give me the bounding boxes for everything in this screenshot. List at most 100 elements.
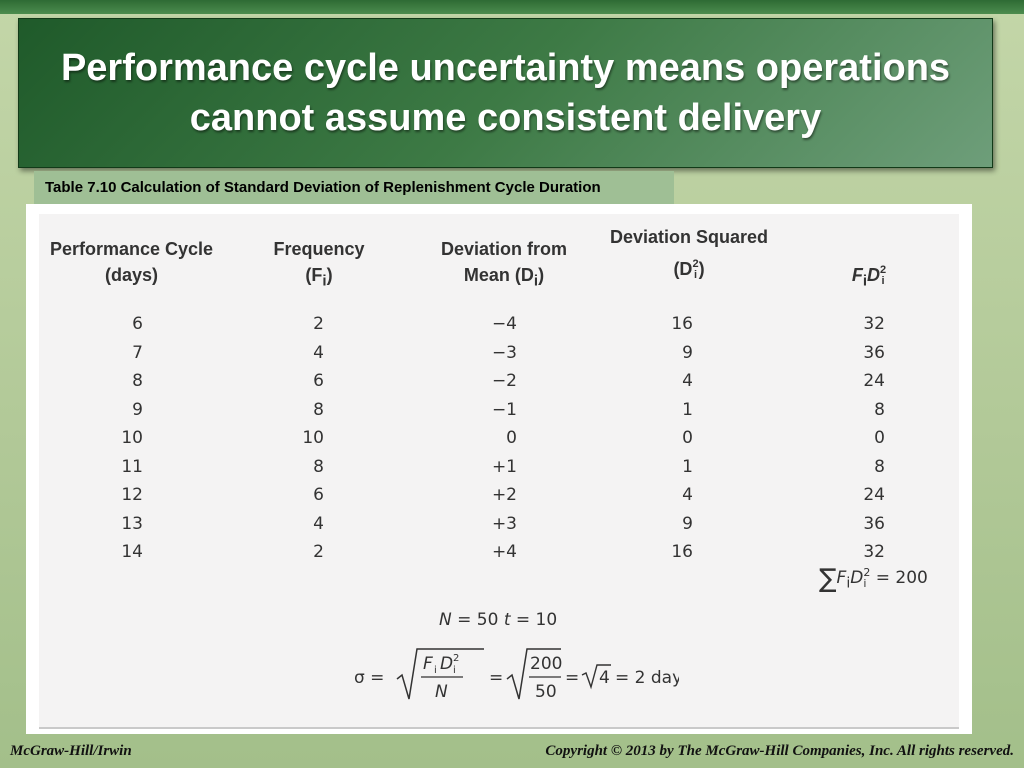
cell-fd2: 8 xyxy=(874,456,885,477)
t-symbol: t xyxy=(503,610,511,630)
sum-d: D xyxy=(850,568,864,588)
footer-publisher: McGraw-Hill/Irwin xyxy=(10,743,132,759)
header-col4-sup: 2 xyxy=(692,258,699,271)
table-card: Performance Cycle (days) Frequency (Fi) … xyxy=(26,204,972,734)
header-col5-f: F xyxy=(851,265,863,285)
cell-frequency: 6 xyxy=(313,485,324,505)
header-col3-sub: i xyxy=(533,272,539,290)
header-col1-line1: Performance Cycle xyxy=(49,239,214,259)
footer-copyright: Copyright © 2013 by The McGraw-Hill Comp… xyxy=(545,743,1014,759)
table-caption: Table 7.10 Calculation of Standard Devia… xyxy=(34,171,674,204)
table-body: 6 2 −4 16 32 7 4 −3 9 36 8 6 −2 4 24 9 xyxy=(39,310,959,567)
header-col3-text: Mean (D xyxy=(463,265,534,285)
header-col3-close: ) xyxy=(538,265,545,285)
std-dev-formula: σ = F i D 2 i N = 200 50 = 4 xyxy=(354,648,679,702)
formula-root-val: 4 xyxy=(599,668,610,688)
cell-deviation: 0 xyxy=(506,428,517,448)
cell-fd2: 24 xyxy=(863,371,885,391)
header-col5-d: D xyxy=(867,265,881,285)
t-value: = 10 xyxy=(515,610,558,630)
cell-frequency: 4 xyxy=(313,342,324,363)
sum-dsub: i xyxy=(863,577,867,590)
formula-num2: 200 xyxy=(530,654,562,674)
table-row: 9 8 −1 1 8 xyxy=(39,396,959,425)
cell-cycle: 10 xyxy=(121,428,143,448)
cell-frequency: 4 xyxy=(313,513,324,534)
cell-fd2: 32 xyxy=(863,314,885,334)
cell-deviation: −4 xyxy=(491,314,517,334)
radical-sign-2 xyxy=(506,648,561,700)
formula-result: = 2 days xyxy=(615,668,679,688)
sum-f: F xyxy=(836,568,847,588)
radical-sign-3 xyxy=(581,664,611,690)
header-col2-line1: Frequency xyxy=(273,239,365,259)
header-col4-line2: (D 2 i) xyxy=(599,256,779,282)
formula-den2: 50 xyxy=(535,682,557,702)
table-row: 8 6 −2 4 24 xyxy=(39,367,959,396)
cell-fd2: 36 xyxy=(863,342,885,363)
cell-deviation-squared: 9 xyxy=(682,513,693,534)
header-col5-dsub: i xyxy=(881,275,885,288)
cell-fd2: 32 xyxy=(863,542,885,562)
cell-fd2: 8 xyxy=(874,399,885,420)
header-col1-line2: (days) xyxy=(104,265,158,285)
header-col5-dsup: 2 xyxy=(880,264,887,277)
cell-fd2: 0 xyxy=(874,428,885,448)
formula-eq1: = xyxy=(489,668,503,688)
formula-num-fsub: i xyxy=(434,665,437,676)
cell-cycle: 12 xyxy=(121,485,143,505)
sum-value: = 200 xyxy=(875,568,928,588)
cell-deviation: +3 xyxy=(491,513,517,534)
header-frequency: Frequency (Fi) xyxy=(254,236,384,295)
cell-cycle: 14 xyxy=(121,542,143,562)
header-col4-close: ) xyxy=(698,259,705,279)
cell-deviation: −2 xyxy=(491,371,517,391)
header-col3-line1: Deviation from xyxy=(440,239,568,259)
cell-deviation-squared: 4 xyxy=(682,371,693,391)
cell-frequency: 2 xyxy=(313,314,324,334)
formula-den: N xyxy=(435,682,448,702)
header-col2-close: ) xyxy=(326,265,333,285)
header-deviation-squared: Deviation Squared (D 2 i) xyxy=(599,224,779,282)
n-symbol: N xyxy=(439,610,452,630)
summation-sign: ∑ xyxy=(819,564,837,594)
cell-deviation-squared: 4 xyxy=(682,485,693,505)
formula-num-dsub: i xyxy=(453,665,456,676)
cell-deviation-squared: 16 xyxy=(671,542,693,562)
cell-frequency: 8 xyxy=(313,456,324,477)
cell-frequency: 8 xyxy=(313,399,324,420)
header-fd2: FiD 2 i xyxy=(819,262,919,295)
cell-cycle: 6 xyxy=(132,314,143,334)
cell-deviation: +2 xyxy=(491,485,517,505)
cell-cycle: 8 xyxy=(132,371,143,391)
slide-title: Performance cycle uncertainty means oper… xyxy=(60,47,951,139)
header-col4-var: (D xyxy=(673,259,693,279)
header-performance-cycle: Performance Cycle (days) xyxy=(39,236,224,288)
table-row: 13 4 +3 9 36 xyxy=(39,510,959,539)
cell-deviation-squared: 16 xyxy=(671,314,693,334)
header-col5-fsub: i xyxy=(862,272,868,290)
table-row: 10 10 0 0 0 xyxy=(39,424,959,453)
cell-deviation-squared: 1 xyxy=(682,399,693,420)
cell-cycle: 9 xyxy=(132,399,143,420)
formula-num-f: F xyxy=(423,654,433,674)
cell-deviation-squared: 0 xyxy=(682,428,693,448)
cell-cycle: 11 xyxy=(121,456,143,477)
n-t-line: N = 50 t = 10 xyxy=(439,610,557,630)
header-col2-sub: i xyxy=(322,272,327,290)
table-row: 14 2 +4 16 32 xyxy=(39,538,959,567)
cell-cycle: 13 xyxy=(121,513,143,534)
cell-deviation: −1 xyxy=(491,399,517,420)
formula-num-dsup: 2 xyxy=(453,653,459,664)
table-row: 7 4 −3 9 36 xyxy=(39,339,959,368)
cell-deviation-squared: 1 xyxy=(682,456,693,477)
table-panel: Performance Cycle (days) Frequency (Fi) … xyxy=(39,214,959,729)
sum-line: ∑FiD 2 i = 200 xyxy=(819,564,928,597)
header-col4-line1: Deviation Squared xyxy=(609,227,769,247)
table-row: 12 6 +2 4 24 xyxy=(39,481,959,510)
cell-cycle: 7 xyxy=(132,342,143,363)
header-col4-sub: i xyxy=(693,269,698,282)
cell-frequency: 10 xyxy=(302,428,324,448)
title-panel: Performance cycle uncertainty means oper… xyxy=(18,18,993,168)
cell-deviation: −3 xyxy=(491,342,517,363)
